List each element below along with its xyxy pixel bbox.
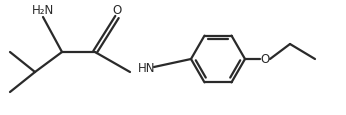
Text: HN: HN bbox=[138, 61, 155, 74]
Text: H₂N: H₂N bbox=[32, 3, 54, 16]
Text: O: O bbox=[112, 4, 122, 17]
Text: O: O bbox=[261, 53, 270, 66]
